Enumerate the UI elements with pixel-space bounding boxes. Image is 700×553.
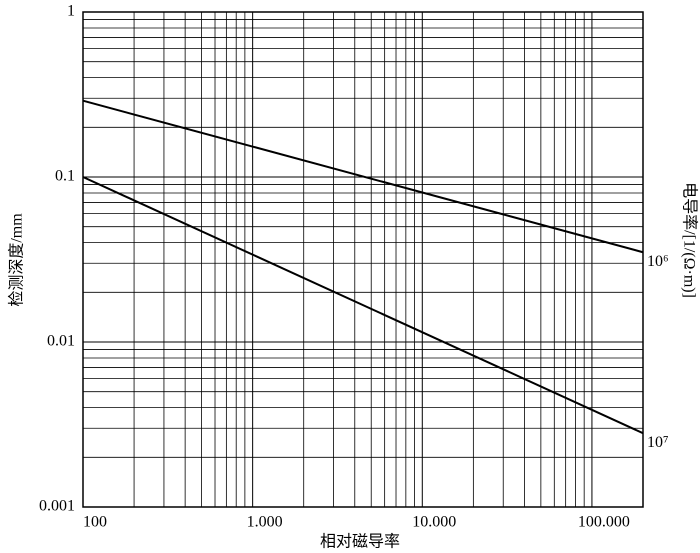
x-tick-label: 100.000 — [578, 514, 630, 531]
y-tick-label: 1 — [67, 3, 75, 20]
y-axis-label: 检测深度/mm — [8, 213, 26, 307]
series-label: 10⁶ — [647, 253, 669, 270]
x-tick-label: 10.000 — [412, 514, 456, 531]
series-label: 10⁷ — [647, 434, 669, 451]
series-line — [82, 176, 644, 435]
y-tick-label: 0.001 — [39, 498, 75, 515]
plot-frame — [82, 11, 644, 508]
series-line — [82, 99, 644, 254]
x-tick-label: 100 — [83, 514, 107, 531]
y2-axis-label: 电导率/[1/(Ω·m)] — [680, 182, 698, 298]
y-tick-label: 0.01 — [47, 333, 75, 350]
x-tick-label: 1.000 — [247, 514, 283, 531]
y-tick-label: 0.1 — [55, 168, 75, 185]
x-axis-label: 相对磁导率 — [320, 533, 400, 551]
